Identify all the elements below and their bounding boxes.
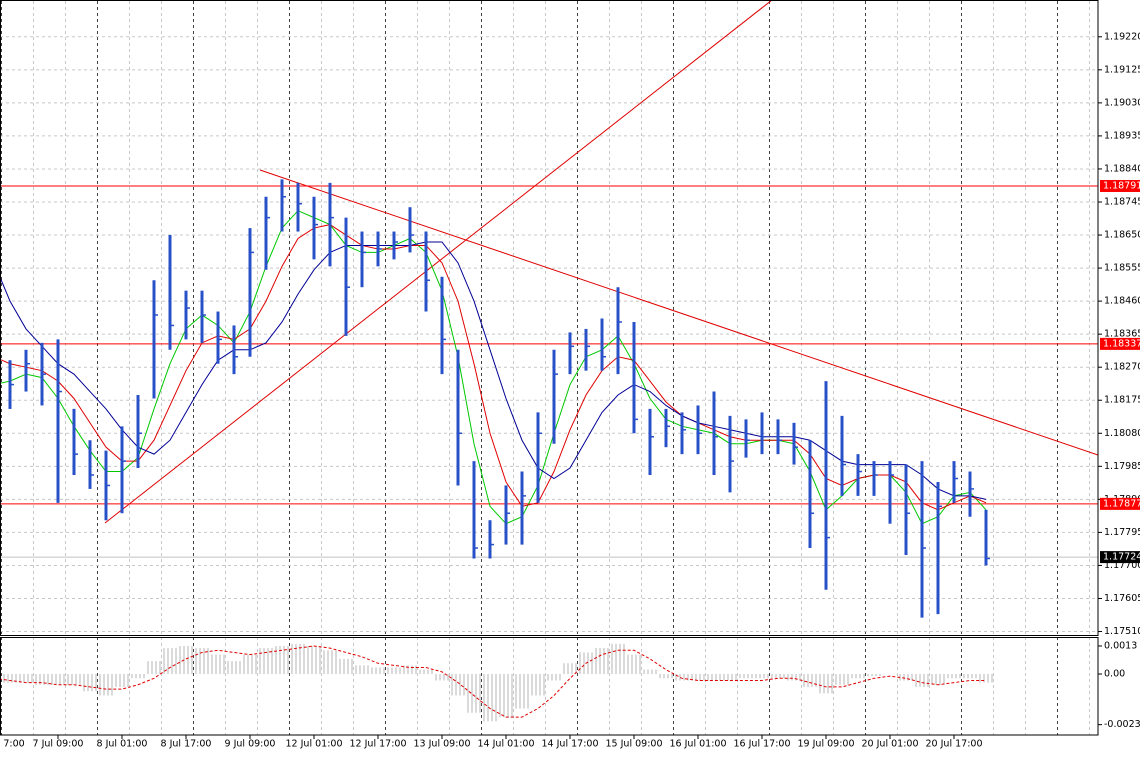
- x-tick-label: 12 Jul 01:00: [286, 739, 343, 750]
- level-label-bg: [1100, 497, 1140, 510]
- y-tick-label: 1.18175: [1104, 395, 1140, 406]
- y-tick-label: 1.18555: [1104, 263, 1140, 274]
- price-frame: [0, 0, 1099, 636]
- macd-panel: [0, 643, 993, 722]
- trend-line: [104, 1, 772, 524]
- x-tick-label: 13 Jul 09:00: [414, 739, 471, 750]
- y-tick-label: 1.17700: [1104, 560, 1140, 571]
- y-tick-label: 1.18460: [1104, 296, 1140, 307]
- y-tick-label: -0.00235: [1104, 719, 1140, 730]
- y-tick-label: 0.00: [1104, 668, 1125, 679]
- level-label: 1.18791: [1103, 180, 1140, 191]
- moving-average: [0, 241, 987, 500]
- y-tick-label: 1.18365: [1104, 329, 1140, 340]
- current-price-bg: [1100, 551, 1140, 564]
- x-tick-label: 7 Jul 09:00: [33, 739, 84, 750]
- x-tick-label: 7:00: [3, 739, 24, 750]
- x-tick-label: 19 Jul 09:00: [798, 739, 855, 750]
- macd-frame: [0, 637, 1099, 736]
- level-label: 1.17877: [1103, 498, 1140, 509]
- y-tick-label: 1.18080: [1104, 428, 1140, 439]
- signal-line: [0, 645, 986, 718]
- x-tick-label: 20 Jul 17:00: [926, 739, 983, 750]
- level-label-bg: [1100, 337, 1140, 350]
- current-price-label: 1.17724: [1103, 552, 1140, 563]
- y-tick-label: 1.18270: [1104, 362, 1140, 373]
- price-panel: [0, 1, 1098, 618]
- level-label-bg: [1100, 179, 1140, 192]
- y-tick-label: 1.17510: [1104, 626, 1140, 637]
- y-tick-label: 1.19125: [1104, 64, 1140, 75]
- moving-average: [0, 210, 987, 525]
- y-tick-label: 1.17605: [1104, 593, 1140, 604]
- y-tick-label: 1.18745: [1104, 196, 1140, 207]
- x-tick-label: 15 Jul 09:00: [606, 739, 663, 750]
- x-tick-label: 20 Jul 01:00: [862, 739, 919, 750]
- y-tick-label: 1.19030: [1104, 97, 1140, 108]
- y-tick-label: 1.19220: [1104, 31, 1140, 42]
- x-tick-label: 9 Jul 09:00: [225, 739, 276, 750]
- y-tick-label: 1.18935: [1104, 130, 1140, 141]
- x-tick-label: 8 Jul 01:00: [97, 739, 148, 750]
- trend-line: [259, 169, 1098, 456]
- x-tick-label: 14 Jul 17:00: [542, 739, 599, 750]
- x-tick-label: 8 Jul 17:00: [161, 739, 212, 750]
- y-tick-label: 0.0013: [1104, 640, 1137, 651]
- y-tick-label: 1.17985: [1104, 461, 1140, 472]
- x-tick-label: 14 Jul 01:00: [478, 739, 535, 750]
- x-tick-label: 16 Jul 01:00: [670, 739, 727, 750]
- y-tick-label: 1.17795: [1104, 527, 1140, 538]
- y-tick-label: 1.18840: [1104, 163, 1140, 174]
- x-tick-label: 12 Jul 17:00: [350, 739, 407, 750]
- x-tick-label: 16 Jul 17:00: [734, 739, 791, 750]
- level-label: 1.18337: [1103, 338, 1140, 349]
- moving-average: [0, 224, 987, 511]
- grid: [0, 1, 1098, 735]
- y-tick-label: 1.18650: [1104, 230, 1140, 241]
